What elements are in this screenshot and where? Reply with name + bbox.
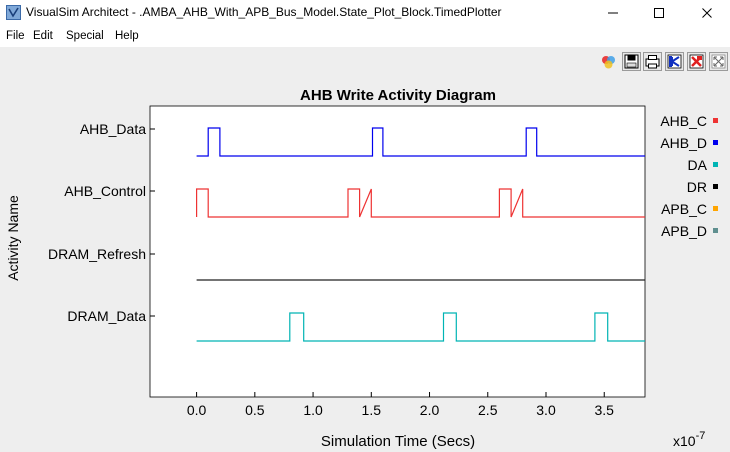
legend-swatch — [713, 206, 718, 211]
menu-bar: File Edit Special Help — [0, 27, 730, 47]
save-button[interactable] — [622, 52, 641, 71]
zoom-fit-button[interactable] — [709, 52, 728, 71]
fill-plot-button[interactable] — [687, 52, 706, 71]
reset-axes-icon — [667, 54, 682, 69]
x-tick-label: 2.5 — [478, 402, 498, 418]
reset-axes-button[interactable] — [665, 52, 684, 71]
menu-edit[interactable]: Edit — [33, 30, 53, 42]
legend-label: DA — [688, 157, 708, 173]
legend-swatch — [713, 228, 718, 233]
color-fill-icon — [602, 56, 615, 69]
print-button[interactable] — [643, 52, 662, 71]
x-exponent-base: x10 — [673, 433, 696, 449]
legend-swatch — [713, 184, 718, 189]
legend-label: AHB_C — [660, 113, 707, 129]
legend-label: APB_C — [661, 201, 707, 217]
menu-special[interactable]: Special — [66, 30, 104, 42]
x-exponent-label: x10-7 — [673, 430, 705, 449]
plot-area — [149, 105, 646, 398]
series-line-ahb-d — [196, 127, 645, 157]
y-axis-label: Activity Name — [5, 195, 21, 281]
series-line-ahb-c — [196, 188, 645, 218]
window-title: VisualSim Architect - .AMBA_AHB_With_APB… — [26, 5, 502, 19]
minimize-button[interactable] — [590, 0, 636, 26]
visualsim-app-icon — [6, 5, 21, 20]
legend-swatch — [713, 140, 718, 145]
menu-file[interactable]: File — [6, 30, 25, 42]
x-axis-label: Simulation Time (Secs) — [321, 433, 475, 450]
chart-title: AHB Write Activity Diagram — [300, 87, 496, 104]
x-tick-label: 0.5 — [245, 402, 265, 418]
color-fill-button[interactable] — [599, 52, 618, 71]
menu-help[interactable]: Help — [115, 30, 139, 42]
y-tick-label: DRAM_Refresh — [48, 246, 146, 262]
x-tick-label: 0.0 — [187, 402, 207, 418]
legend-label: DR — [687, 179, 707, 195]
zoom-fit-icon — [711, 54, 726, 69]
x-tick-label: 2.0 — [420, 402, 440, 418]
close-button[interactable] — [684, 0, 730, 26]
legend-label: AHB_D — [660, 135, 707, 151]
x-tick-label: 1.0 — [303, 402, 323, 418]
maximize-button[interactable] — [636, 0, 682, 26]
x-tick-label: 3.0 — [536, 402, 556, 418]
legend-swatch — [713, 162, 718, 167]
y-tick-label: DRAM_Data — [67, 308, 146, 324]
save-icon — [624, 54, 639, 69]
minimize-icon — [608, 12, 618, 14]
maximize-icon — [654, 8, 664, 18]
series-line-da — [196, 312, 645, 342]
title-bar: VisualSim Architect - .AMBA_AHB_With_APB… — [0, 0, 730, 26]
print-icon — [645, 55, 660, 69]
x-tick-label: 3.5 — [595, 402, 615, 418]
fill-plot-icon — [689, 54, 704, 69]
y-tick-label: AHB_Control — [64, 183, 146, 199]
legend-label: APB_D — [661, 223, 707, 239]
x-tick-label: 1.5 — [362, 402, 382, 418]
x-exponent-power: -7 — [696, 430, 706, 442]
close-icon — [702, 8, 712, 18]
y-tick-label: AHB_Data — [80, 121, 146, 137]
legend-swatch — [713, 118, 718, 123]
